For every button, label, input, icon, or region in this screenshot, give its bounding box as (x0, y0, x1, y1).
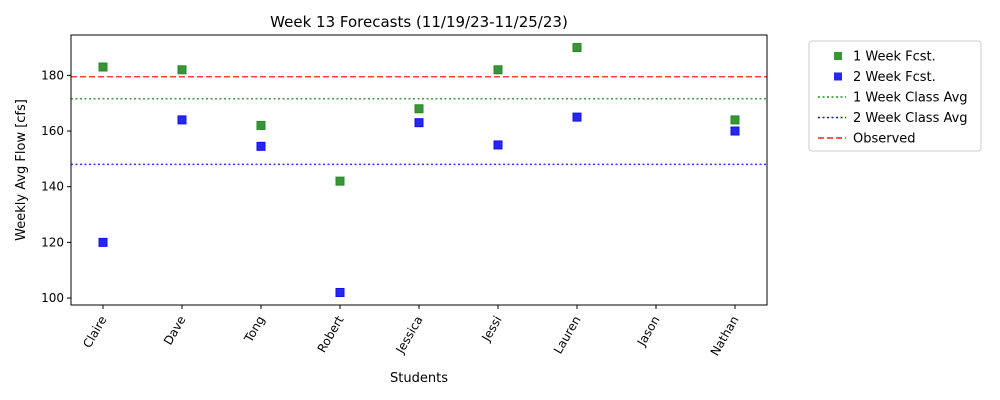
series-2-point-3 (256, 141, 266, 151)
x-tick-label-7: Lauren (551, 314, 584, 357)
y-tick-label-2: 120 (41, 235, 64, 249)
series-2-point-6 (493, 140, 503, 150)
series-2-point-1 (98, 237, 108, 247)
series-2-point-9 (730, 126, 740, 136)
legend-label-3: 1 Week Class Avg (853, 91, 968, 106)
chart-title: Week 13 Forecasts (11/19/23-11/25/23) (270, 13, 568, 31)
legend-marker-1 (834, 52, 842, 60)
x-tick-label-4: Robert (315, 313, 347, 355)
x-tick-label-8: Jason (634, 314, 663, 350)
plot-frame (70, 34, 768, 306)
x-tick-label-5: Jessica (393, 314, 426, 357)
y-tick-label-3: 140 (41, 180, 64, 194)
legend-marker-2 (834, 72, 842, 81)
series-1-point-1 (98, 62, 108, 72)
reference-lines (71, 76, 767, 166)
y-axis: 100 120 140 160 180 (41, 68, 71, 305)
legend-label-2: 2 Week Fcst. (853, 70, 936, 85)
series-1-point-9 (730, 115, 740, 125)
series-2-point-7 (572, 112, 582, 122)
y-tick-label-4: 160 (41, 124, 64, 138)
series-2-point-4 (335, 287, 345, 297)
series-1-point-7 (572, 43, 582, 53)
y-tick-label-1: 100 (41, 291, 64, 305)
series-2-point-2 (177, 115, 187, 125)
series-1-point-4 (335, 176, 345, 186)
x-axis-label: Students (390, 371, 448, 386)
series-1-point-3 (256, 120, 266, 130)
x-tick-label-3: Tong (241, 314, 268, 346)
x-tick-label-2: Dave (161, 314, 189, 348)
legend-label-4: 2 Week Class Avg (853, 111, 968, 126)
legend-label-1: 1 Week Fcst. (853, 50, 936, 65)
x-tick-label-6: Jessi (479, 314, 505, 345)
data-points (98, 43, 740, 297)
series-1-point-5 (414, 104, 424, 114)
x-tick-label-1: Claire (80, 314, 109, 351)
x-axis: Claire Dave Tong Robert Jessica Jessi Lauren Ja… (80, 305, 742, 359)
series-1-point-6 (493, 65, 503, 75)
legend-frame (808, 40, 982, 152)
series-1-point-2 (177, 65, 187, 75)
series-2-point-5 (414, 118, 424, 128)
legend-label-5: Observed (853, 132, 916, 147)
x-tick-label-9: Nathan (708, 314, 742, 359)
y-axis-label: Weekly Avg Flow [cfs] (14, 99, 29, 241)
y-tick-label-5: 180 (41, 68, 64, 82)
legend: 1 Week Fcst. 2 Week Fcst. 1 Week Class Avg… (808, 40, 982, 152)
